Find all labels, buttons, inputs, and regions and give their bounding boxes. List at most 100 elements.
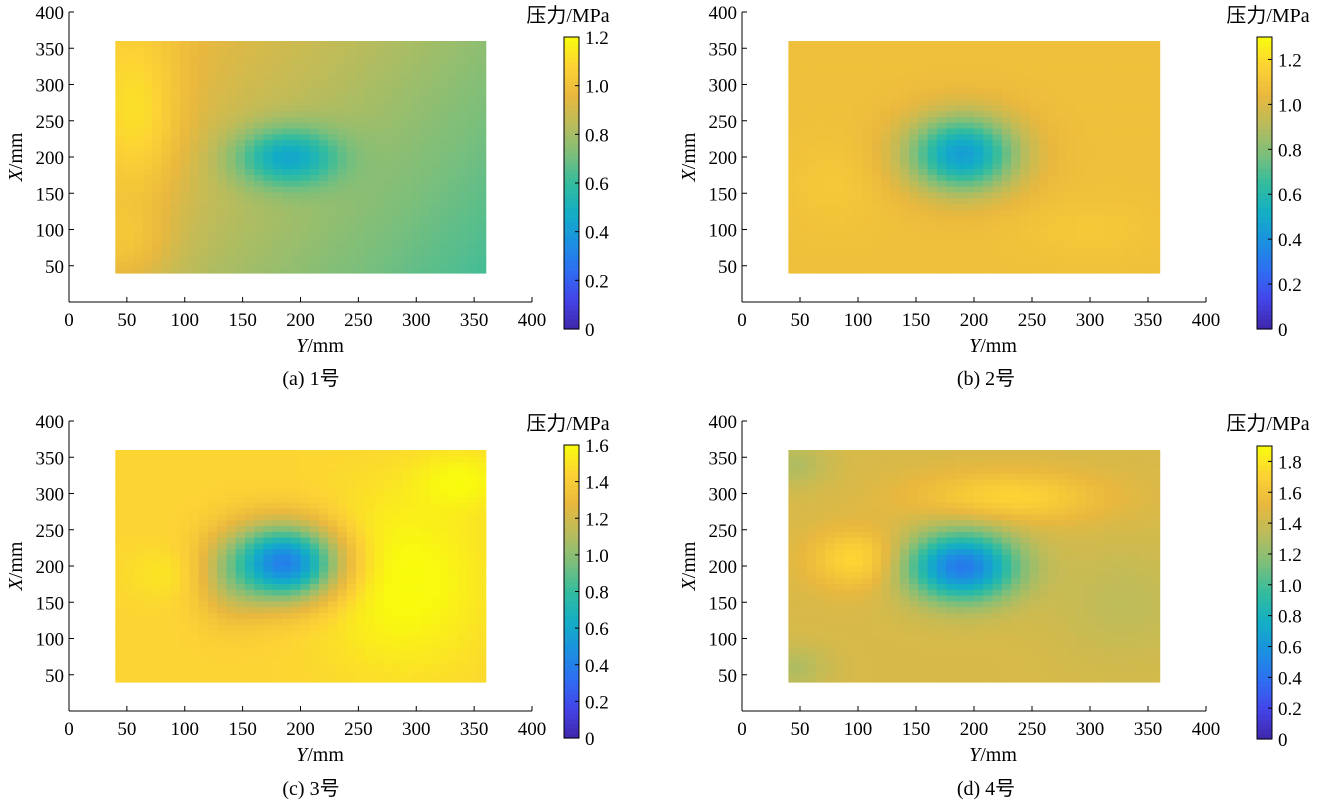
heatmap-cell xyxy=(909,220,919,228)
heatmap-cell xyxy=(217,41,228,48)
heatmap-cell xyxy=(328,589,339,596)
heatmap-cell xyxy=(871,267,882,274)
colorbar-segment xyxy=(1257,319,1272,325)
heatmap-cell xyxy=(1103,244,1114,251)
heatmap-cell xyxy=(1048,99,1059,106)
heatmap-cell xyxy=(226,75,237,83)
heatmap-cell xyxy=(946,191,957,199)
heatmap-cell xyxy=(411,560,422,567)
heatmap-cell xyxy=(881,99,892,106)
heatmap-cell xyxy=(834,52,845,59)
heatmap-cell xyxy=(207,658,218,666)
heatmap-cell xyxy=(115,87,126,94)
heatmap-cell xyxy=(263,151,274,158)
heatmap-cell xyxy=(337,122,348,129)
heatmap-cell xyxy=(411,197,422,204)
heatmap-cell xyxy=(226,215,237,222)
heatmap-cell xyxy=(448,52,459,59)
heatmap-cell xyxy=(457,75,468,83)
heatmap-cell xyxy=(328,139,339,146)
heatmap-cell xyxy=(881,151,892,158)
heatmap-cell xyxy=(328,70,339,77)
heatmap-cell xyxy=(1001,41,1012,48)
heatmap-cell xyxy=(467,624,478,631)
heatmap-cell xyxy=(825,157,836,164)
heatmap-cell xyxy=(319,75,329,83)
heatmap-cell xyxy=(328,473,339,480)
heatmap-cell xyxy=(899,122,910,129)
heatmap-cell xyxy=(374,116,385,123)
heatmap-cell xyxy=(309,537,320,544)
heatmap-cell xyxy=(133,122,144,129)
heatmap-cell xyxy=(198,139,209,146)
heatmap-cell xyxy=(936,87,947,94)
heatmap-cell xyxy=(272,180,283,187)
heatmap-cell xyxy=(825,70,836,77)
heatmap-cell xyxy=(291,64,302,71)
heatmap-cell xyxy=(448,508,459,515)
heatmap-cell xyxy=(198,244,209,251)
heatmap-cell xyxy=(170,104,181,112)
heatmap-cell xyxy=(383,75,394,83)
heatmap-cell xyxy=(328,52,339,59)
heatmap-cell xyxy=(143,209,153,216)
heatmap-cell xyxy=(834,249,845,257)
heatmap-cell xyxy=(217,249,228,257)
heatmap-cell xyxy=(133,629,144,637)
heatmap-cell xyxy=(226,461,237,468)
heatmap-cell xyxy=(853,174,864,181)
heatmap-cell xyxy=(393,157,403,164)
heatmap-cell xyxy=(1150,215,1161,222)
heatmap-cell xyxy=(853,139,864,146)
heatmap-cell xyxy=(853,81,864,88)
heatmap-cell xyxy=(806,81,817,88)
heatmap-cell xyxy=(356,670,366,677)
heatmap-cell xyxy=(1076,145,1086,152)
heatmap-cell xyxy=(291,81,302,88)
heatmap-cell xyxy=(983,174,994,181)
heatmap-cell xyxy=(457,513,468,521)
heatmap-cell xyxy=(448,267,459,274)
heatmap-cell xyxy=(337,151,348,158)
heatmap-cell xyxy=(115,267,126,274)
heatmap-cell xyxy=(1076,157,1086,164)
heatmap-cell xyxy=(1085,215,1096,222)
heatmap-cell xyxy=(1113,81,1124,88)
heatmap-cell xyxy=(309,209,320,216)
heatmap-cell xyxy=(272,490,283,497)
heatmap-cell xyxy=(992,81,1003,88)
heatmap-cell xyxy=(374,519,385,526)
heatmap-cell xyxy=(457,548,468,555)
heatmap-cell xyxy=(1001,267,1012,274)
heatmap-cell xyxy=(281,595,292,602)
heatmap-cell xyxy=(143,244,153,251)
colorbar-segment xyxy=(1257,124,1272,131)
heatmap-cell xyxy=(365,548,376,555)
heatmap-cell xyxy=(881,58,892,65)
heatmap-cell xyxy=(974,197,984,204)
heatmap-cell xyxy=(871,116,882,123)
heatmap-cell xyxy=(133,46,144,54)
heatmap-cell xyxy=(152,203,163,210)
heatmap-cell xyxy=(411,46,422,54)
heatmap-cell xyxy=(272,635,283,642)
heatmap-cell xyxy=(272,618,283,625)
heatmap-cell xyxy=(374,52,385,59)
heatmap-cell xyxy=(291,58,302,65)
heatmap-cell xyxy=(143,508,153,515)
heatmap-cell xyxy=(198,232,209,239)
heatmap-cell xyxy=(890,64,901,71)
heatmap-cell xyxy=(319,537,329,544)
heatmap-cell xyxy=(955,70,966,77)
heatmap-cell xyxy=(955,52,966,59)
heatmap-cell xyxy=(263,461,274,468)
heatmap-cell xyxy=(170,635,181,642)
heatmap-cell xyxy=(1048,87,1059,94)
heatmap-cell xyxy=(263,577,274,584)
heatmap-cell xyxy=(411,220,422,228)
heatmap-cell xyxy=(816,209,827,216)
heatmap-cell xyxy=(467,537,478,544)
heatmap-cell xyxy=(365,186,376,193)
heatmap-cell xyxy=(448,244,459,251)
heatmap-cell xyxy=(788,70,799,77)
